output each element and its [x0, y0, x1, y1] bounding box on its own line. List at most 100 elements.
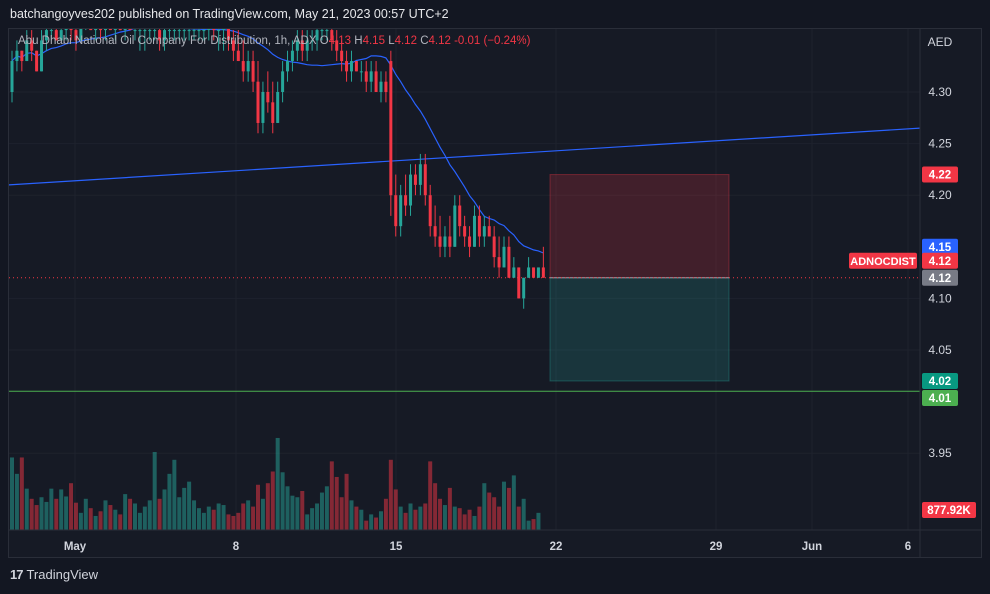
candle-body — [433, 226, 437, 237]
volume-bar — [221, 505, 226, 530]
candle-body — [300, 40, 304, 51]
publisher-line: batchangoyves202 published on TradingVie… — [10, 7, 449, 21]
candle-body — [246, 61, 250, 72]
volume-bar — [39, 497, 44, 530]
candle-body — [399, 195, 403, 227]
volume-bar — [78, 512, 83, 530]
volume-bar — [270, 471, 275, 530]
volume-bar — [44, 501, 49, 530]
volume-bar — [477, 506, 482, 530]
volume-bar — [438, 498, 443, 530]
volume-bar — [339, 497, 344, 530]
plot-area — [9, 29, 920, 530]
change-value: -0.01 (−0.24%) — [454, 35, 531, 47]
volume-bar — [216, 503, 221, 530]
candle-body — [404, 195, 408, 206]
candle-body — [138, 30, 142, 32]
candle-body — [10, 61, 14, 92]
candle-body — [492, 236, 496, 258]
close-value: 4.12 — [428, 35, 451, 47]
candle-body — [536, 267, 540, 278]
volume-bar — [14, 473, 19, 530]
volume-bar — [69, 483, 74, 530]
candle-body — [25, 40, 29, 62]
volume-bar — [226, 514, 231, 530]
volume-bar — [241, 503, 246, 530]
candle-body — [261, 92, 265, 123]
candle-body — [89, 29, 93, 31]
candle-body — [187, 30, 191, 32]
volume-bar — [260, 498, 265, 530]
candle-body — [369, 71, 373, 82]
open-value: 4.13 — [328, 35, 352, 47]
candle-body — [310, 40, 314, 42]
volume-bar — [379, 511, 383, 530]
candle-body — [236, 50, 240, 62]
volume-bar — [290, 495, 295, 530]
high-label: H — [354, 35, 363, 47]
volume-bar — [374, 517, 379, 530]
candle-body — [69, 29, 73, 31]
candle-body — [438, 236, 442, 247]
volume-bar — [349, 500, 354, 530]
volume-bar — [442, 505, 447, 530]
chart-frame[interactable] — [8, 28, 982, 558]
volume-bar — [133, 503, 137, 530]
volume-bar — [388, 459, 393, 530]
time-tick-label: 6 — [905, 541, 911, 553]
volume-bar — [369, 514, 374, 530]
candle-body — [340, 50, 344, 62]
volume-bar — [19, 457, 24, 530]
volume-bar — [83, 498, 88, 530]
volume-bar — [118, 514, 123, 530]
candle-body — [241, 61, 245, 72]
tradingview-footer[interactable]: 17 TradingView — [10, 567, 98, 582]
price-tag-label: 4.01 — [929, 393, 952, 405]
candle-body — [123, 29, 127, 31]
candle-body — [266, 92, 270, 103]
volume-bar — [526, 520, 531, 530]
candle-body — [35, 50, 39, 72]
symbol-legend[interactable]: Abu Dhabi National Oil Company For Distr… — [18, 35, 531, 47]
candle-body — [177, 30, 181, 32]
candle-body — [281, 71, 285, 92]
candle-body — [15, 50, 19, 62]
tradingview-logo-icon: 17 — [10, 567, 24, 582]
candle-body — [458, 205, 462, 227]
candle-body — [163, 30, 167, 41]
volume-bar — [142, 506, 147, 530]
currency-label: AED — [928, 35, 953, 49]
price-tag-high — [922, 238, 958, 255]
candle-body — [217, 30, 221, 32]
candle-body — [325, 30, 329, 32]
volume-bar — [187, 481, 192, 530]
price-tag-label: 4.02 — [929, 376, 951, 388]
candle-body — [54, 30, 58, 41]
volume-bar — [310, 508, 315, 530]
volume-tag-label: 877.92K — [927, 505, 971, 517]
volume-bar — [167, 473, 172, 530]
volume-bar — [152, 452, 157, 530]
volume-bar — [206, 506, 211, 530]
volume-bar — [502, 481, 506, 530]
volume-bar — [73, 502, 78, 530]
candle-body — [448, 236, 452, 247]
volume-bar — [516, 506, 521, 530]
candle-body — [315, 30, 319, 41]
candle-body — [482, 226, 486, 237]
candle-body — [153, 30, 157, 32]
volume-bar — [34, 505, 39, 530]
high-value: 4.15 — [362, 35, 385, 47]
symbol-tag-label: ADNOCDIST — [850, 256, 916, 268]
volume-bar — [201, 512, 206, 530]
volume-bar — [492, 497, 497, 530]
price-tick-label: 4.25 — [928, 137, 952, 151]
volume-bar — [482, 483, 487, 530]
volume-bar — [280, 472, 285, 530]
volume-bar — [275, 437, 280, 530]
volume-bar — [418, 506, 423, 530]
volume-bar — [177, 497, 182, 530]
time-tick-label: Jun — [802, 541, 822, 553]
volume-bar — [423, 503, 428, 530]
